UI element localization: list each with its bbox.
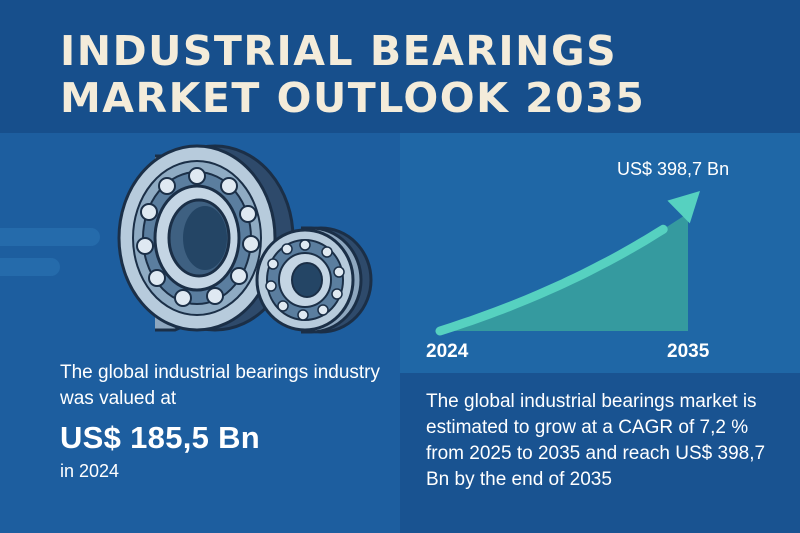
- market-value-2024: US$ 185,5 Bn: [60, 420, 261, 455]
- growth-line: [435, 224, 668, 336]
- growth-chart: [435, 191, 700, 336]
- large-ball-bearing-icon: [117, 144, 295, 332]
- right-description: The global industrial bearings market is…: [426, 391, 766, 490]
- small-ball-bearing-icon: [255, 226, 373, 334]
- left-description: The global industrial bearings industry …: [60, 362, 381, 409]
- growth-area: [440, 213, 688, 331]
- x-tick-2024: 2024: [426, 341, 469, 362]
- decorative-stripe: [0, 258, 60, 276]
- right-text-panel: [400, 373, 800, 533]
- growth-arrow-icon: [667, 191, 700, 224]
- page-title: INDUSTRIAL BEARINGS MARKET OUTLOOK 2035: [60, 27, 646, 122]
- chart-end-label: US$ 398,7 Bn: [617, 159, 730, 179]
- header-band: [0, 0, 800, 133]
- decorative-stripe: [0, 228, 100, 246]
- bearing-illustration: [117, 144, 373, 334]
- x-tick-2035: 2035: [667, 341, 710, 362]
- chart-panel: [400, 133, 800, 373]
- valuation-year: in 2024: [60, 461, 120, 481]
